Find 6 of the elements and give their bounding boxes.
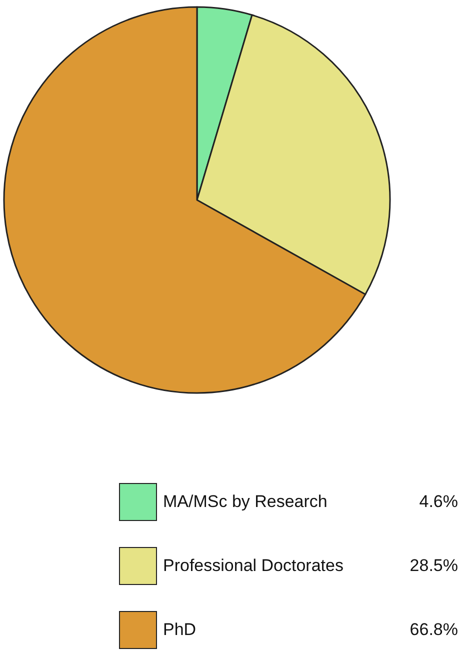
legend-label: PhD — [163, 620, 196, 640]
legend-label: MA/MSc by Research — [163, 492, 328, 512]
data-label: 28.5% — [410, 556, 458, 576]
legend-label: Professional Doctorates — [163, 556, 344, 576]
data-label: 66.8% — [410, 620, 458, 640]
data-label: 4.6% — [419, 492, 458, 512]
